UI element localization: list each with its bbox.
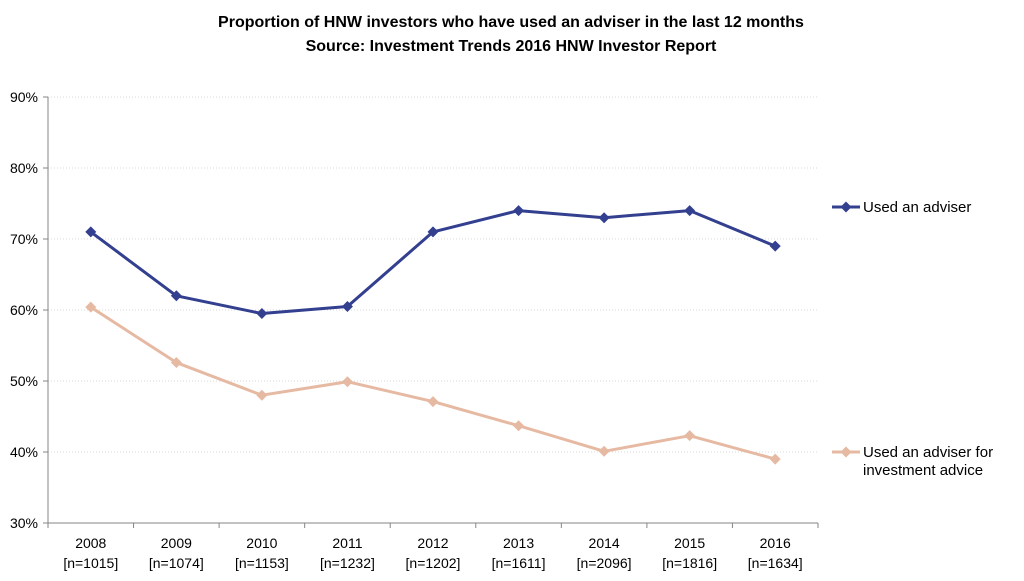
legend-label: Used an adviser — [863, 199, 971, 216]
legend-label: investment advice — [863, 462, 983, 479]
y-tick-label: 70% — [10, 231, 38, 247]
data-point-series-1 — [684, 205, 696, 217]
legend-label: Used an adviser for — [863, 444, 993, 461]
series-line-1 — [89, 209, 776, 316]
x-axis-tick-labels: 2008 [n=1015] 2009 [n=1074] 2010 [n=1153] 2011… — [63, 535, 802, 571]
y-tick-label: 30% — [10, 515, 38, 531]
x-tick-sublabel: [n=1202] — [406, 555, 461, 571]
data-point-series-1 — [427, 226, 439, 238]
data-point-series-1 — [256, 308, 268, 320]
x-tick-sublabel: [n=1634] — [748, 555, 803, 571]
x-tick-label: 2010 — [246, 535, 277, 551]
legend-marker — [840, 201, 852, 213]
data-point-series-2 — [256, 389, 268, 401]
data-point-series-2 — [684, 430, 696, 442]
data-point-series-2 — [85, 301, 97, 313]
data-point-series-2 — [769, 453, 781, 465]
x-tick-label: 2012 — [417, 535, 448, 551]
x-tick-sublabel: [n=1611] — [492, 555, 546, 571]
data-point-series-2 — [427, 396, 439, 408]
data-point-series-1 — [341, 300, 353, 312]
series-line-2 — [89, 305, 776, 461]
data-point-series-2 — [598, 445, 610, 457]
legend-marker — [840, 446, 852, 458]
legend: Used an adviser Used an adviser forinvest… — [832, 199, 993, 479]
x-tick-sublabel: [n=1015] — [63, 555, 118, 571]
chart-subtitle: Source: Investment Trends 2016 HNW Inves… — [306, 38, 717, 55]
data-point-series-1 — [769, 240, 781, 252]
x-tick-label: 2016 — [760, 535, 791, 551]
x-tick-sublabel: [n=1074] — [149, 555, 204, 571]
x-tick-label: 2014 — [589, 535, 620, 551]
data-point-series-1 — [170, 290, 182, 302]
x-tick-label: 2009 — [161, 535, 192, 551]
y-tick-label: 40% — [10, 444, 38, 460]
x-tick-label: 2015 — [674, 535, 705, 551]
x-tick-sublabel: [n=1232] — [320, 555, 375, 571]
y-tick-label: 50% — [10, 373, 38, 389]
x-tick-sublabel: [n=1816] — [662, 555, 717, 571]
y-tick-label: 60% — [10, 302, 38, 318]
y-axis-tick-labels: 30% 40% 50% 60% 70% 80% 90% — [10, 89, 38, 531]
x-tick-label: 2008 — [75, 535, 106, 551]
y-tick-label: 80% — [10, 160, 38, 176]
gridlines — [48, 96, 818, 453]
x-tick-label: 2011 — [332, 535, 362, 551]
data-point-series-2 — [513, 420, 525, 432]
data-point-series-1 — [598, 212, 610, 224]
chart-title: Proportion of HNW investors who have use… — [218, 14, 804, 31]
y-tick-label: 90% — [10, 89, 38, 105]
x-tick-sublabel: [n=1153] — [235, 555, 289, 571]
x-tick-label: 2013 — [503, 535, 534, 551]
data-point-series-2 — [170, 357, 182, 369]
axes — [43, 96, 819, 528]
data-point-series-2 — [341, 376, 353, 388]
data-point-series-1 — [513, 205, 525, 217]
x-tick-sublabel: [n=2096] — [577, 555, 632, 571]
data-point-series-1 — [85, 226, 97, 238]
plot-series — [85, 205, 781, 465]
